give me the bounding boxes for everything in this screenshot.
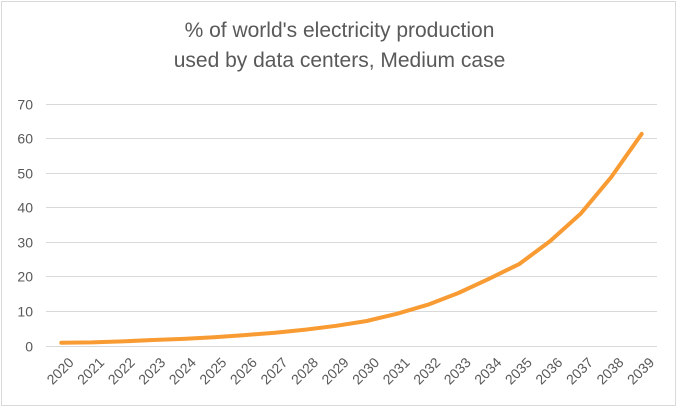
y-tick-label: 70 (17, 97, 33, 113)
x-tick-label: 2037 (563, 354, 596, 387)
x-tick-label: 2024 (166, 354, 199, 387)
x-tick-label: 2031 (379, 354, 412, 387)
x-tick-label: 2034 (471, 354, 504, 387)
y-axis-ticks: 0 10 20 30 40 50 60 70 (17, 97, 33, 355)
y-tick-label: 0 (25, 339, 33, 355)
x-tick-label: 2020 (43, 354, 76, 387)
y-tick-label: 40 (17, 200, 33, 216)
x-tick-label: 2027 (257, 354, 290, 387)
x-tick-label: 2033 (441, 354, 474, 387)
x-tick-label: 2039 (624, 354, 657, 387)
x-tick-label: 2029 (318, 354, 351, 387)
x-tick-label: 2035 (502, 354, 535, 387)
chart-title: % of world's electricity production used… (0, 16, 679, 76)
chart-title-line-1: % of world's electricity production (184, 19, 495, 42)
series-layer (59, 131, 644, 345)
y-tick-label: 10 (17, 304, 33, 320)
x-tick-label: 2021 (74, 354, 107, 387)
x-tick-label: 2023 (135, 354, 168, 387)
x-tick-label: 2022 (105, 354, 138, 387)
y-tick-label: 50 (17, 166, 33, 182)
x-tick-label: 2030 (349, 354, 382, 387)
x-tick-label: 2038 (593, 354, 626, 387)
x-tick-label: 2026 (227, 354, 260, 387)
x-tick-label: 2036 (532, 354, 565, 387)
y-tick-label: 30 (17, 235, 33, 251)
x-tick-label: 2032 (410, 354, 443, 387)
y-tick-label: 20 (17, 269, 33, 285)
x-tick-label: 2025 (196, 354, 229, 387)
chart-title-line-2: used by data centers, Medium case (173, 49, 506, 72)
x-tick-label: 2028 (288, 354, 321, 387)
y-tick-label: 60 (17, 131, 33, 147)
gridlines (46, 104, 657, 347)
x-axis-ticks: 2020202120222023202420252026202720282029… (43, 354, 657, 387)
series-line-medium-case (59, 131, 644, 345)
